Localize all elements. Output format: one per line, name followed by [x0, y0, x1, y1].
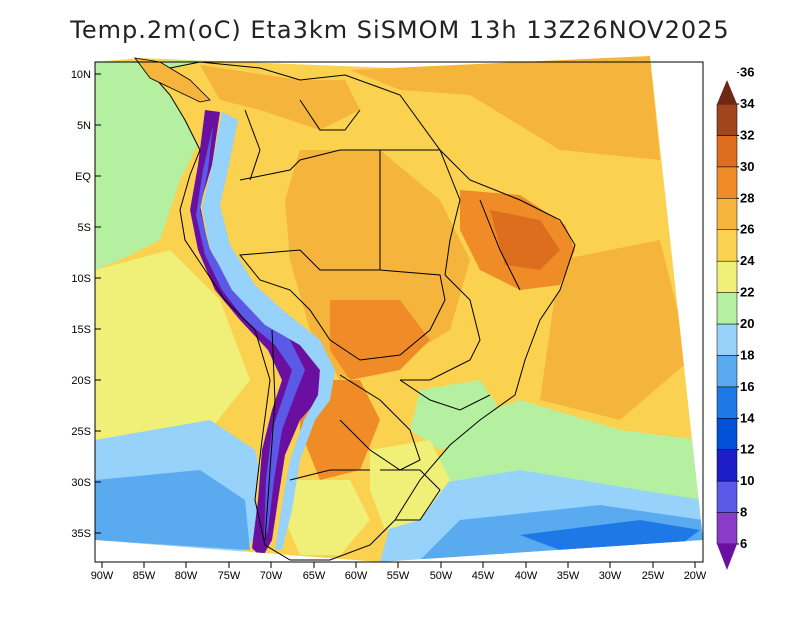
border-rio-grande	[380, 469, 441, 521]
colorbar-segment	[716, 292, 738, 325]
border-paraguay	[339, 374, 421, 471]
field-andes-core	[196, 125, 305, 540]
colorbar-segment	[716, 135, 738, 168]
field-atlantic-warm	[350, 56, 660, 160]
border-venezuela	[299, 99, 361, 131]
border-goias-bahia	[400, 274, 481, 381]
colorbar-label: 34	[740, 96, 755, 111]
colorbar-segment	[716, 355, 738, 388]
colorbar-label: 6	[740, 536, 747, 551]
colorbar-label: 16	[740, 379, 754, 394]
field-andes-cold	[190, 110, 320, 558]
borders-layer	[149, 61, 576, 561]
colorbar-segment	[716, 103, 738, 136]
lon-label-85w: 85W	[133, 570, 156, 582]
colorbar-segment	[716, 386, 738, 419]
colorbar-label: 20	[740, 316, 754, 331]
lat-label-5s: 5S	[78, 222, 91, 234]
colorbar-segment	[716, 512, 738, 545]
lat-axis: 10N 5N EQ 5S 10S 15S 20S 25S 30S 35S	[71, 69, 101, 540]
border-northeast	[479, 199, 521, 291]
lat-label-20s: 20S	[71, 375, 91, 387]
field-northeast-veryhot	[490, 210, 560, 270]
colorbar-label: 22	[740, 285, 754, 300]
colorbar-bottom-arrow	[717, 544, 737, 570]
lon-label-75w: 75W	[218, 570, 241, 582]
colorbar-segment	[716, 229, 738, 262]
lat-label-eq: EQ	[75, 171, 91, 183]
border-southeast	[399, 379, 491, 411]
colorbar-label: 10	[740, 473, 754, 488]
field-south-brazil	[370, 440, 450, 530]
lon-label-55w: 55W	[387, 570, 410, 582]
lon-label-65w: 65W	[303, 570, 326, 582]
colorbar-label: 32	[740, 127, 754, 142]
colorbar-label: 12	[740, 442, 754, 457]
border-amazon-north	[239, 149, 440, 181]
colorbar-label: 24	[740, 253, 755, 268]
colorbar-segment	[716, 323, 738, 356]
lon-axis: 90W 85W 80W 75W 70W 65W 60W 55W 50W 45W …	[91, 562, 707, 582]
lat-label-10s: 10S	[71, 273, 91, 285]
colorbar-top-arrow	[717, 80, 737, 104]
colorbar-label: 14	[740, 410, 755, 425]
field-layer	[95, 56, 703, 562]
field-atlantic-east	[540, 240, 690, 420]
lat-label-5n: 5N	[77, 120, 91, 132]
colorbar-segment	[716, 418, 738, 450]
field-caribbean-coast	[200, 65, 360, 130]
lat-label-15s: 15S	[71, 324, 91, 336]
field-pacific-cold	[95, 470, 250, 550]
lat-label-35s: 35S	[71, 528, 91, 540]
lon-label-50w: 50W	[430, 570, 453, 582]
lon-label-80w: 80W	[175, 570, 198, 582]
colorbar-labels: 6 8 10 12 14 16 18 20 22 24 26 28 30 32 34 36	[737, 65, 755, 551]
border-bolivia-peru	[239, 249, 446, 361]
lon-label-90w: 90W	[91, 570, 114, 582]
colorbar-label: 36	[740, 65, 754, 80]
colorbar-segment	[716, 260, 738, 293]
colorbar: 6 8 10 12 14 16 18 20 22 24 26 28 30 32 34 36	[716, 65, 755, 570]
field-pacific-mid	[95, 250, 250, 450]
field-southeast-mild	[410, 380, 500, 450]
map-title: Temp.2m(oC) Eta3km SiSMOM 13h 13Z26NOV20…	[70, 16, 730, 44]
lat-label-10n: 10N	[71, 69, 91, 81]
border-argentina-north	[289, 469, 370, 481]
lon-label-35w: 35W	[557, 570, 580, 582]
colorbar-segment	[716, 480, 738, 513]
field-satlantic-colder	[520, 520, 700, 550]
lon-label-25w: 25W	[642, 570, 665, 582]
field-patagonia-north	[285, 480, 370, 555]
colorbar-label: 8	[740, 505, 747, 520]
colorbar-segment	[716, 198, 738, 230]
lon-label-60w: 60W	[345, 570, 368, 582]
border-para-east	[439, 149, 461, 276]
colorbar-segment	[716, 166, 738, 199]
colorbar-segments	[716, 103, 738, 545]
colorbar-segment	[716, 449, 738, 482]
border-chile	[264, 329, 276, 541]
central-america	[134, 57, 211, 103]
lon-label-70w: 70W	[260, 570, 283, 582]
colorbar-label: 26	[740, 222, 754, 237]
field-andes-foothills	[202, 112, 335, 550]
continent-outline	[149, 61, 576, 561]
map-frame	[94, 61, 704, 563]
colorbar-label: 28	[740, 190, 754, 205]
lon-label-30w: 30W	[599, 570, 622, 582]
lat-label-25s: 25S	[71, 426, 91, 438]
colorbar-label: 30	[740, 159, 754, 174]
lon-label-20w: 20W	[684, 570, 707, 582]
colorbar-label: 18	[740, 347, 754, 362]
lat-label-30s: 30S	[71, 477, 91, 489]
field-mato-grosso-hot	[330, 300, 430, 380]
lon-label-45w: 45W	[472, 570, 495, 582]
border-colombia	[244, 109, 261, 181]
lon-label-40w: 40W	[515, 570, 538, 582]
